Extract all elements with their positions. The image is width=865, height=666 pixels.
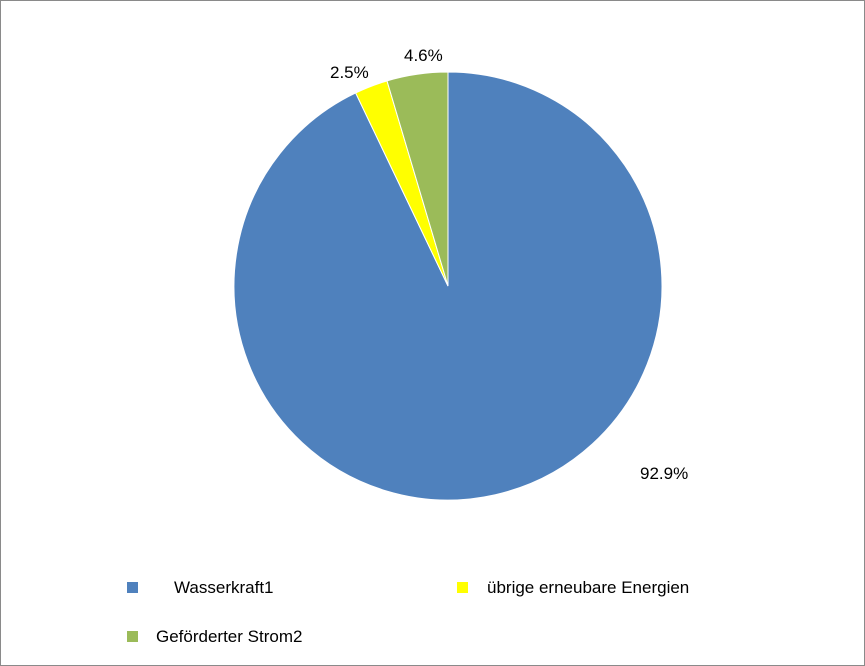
legend-label-gefoerderter: Geförderter Strom2 bbox=[156, 627, 303, 646]
legend-swatch-wasserkraft bbox=[127, 582, 138, 593]
legend-label-wasserkraft: Wasserkraft1 bbox=[174, 578, 274, 597]
legend-item-uebrige: übrige erneubare Energien bbox=[457, 579, 689, 596]
data-label-uebrige: 2.5% bbox=[330, 63, 369, 82]
data-label-wasserkraft: 92.9% bbox=[640, 464, 689, 483]
data-label-gefoerderter: 4.6% bbox=[404, 46, 443, 65]
pie-slice-gefoerderter bbox=[386, 71, 449, 287]
legend-swatch-gefoerderter bbox=[127, 631, 138, 642]
legend-swatch-uebrige bbox=[457, 582, 468, 593]
legend-label-uebrige: übrige erneubare Energien bbox=[487, 578, 690, 597]
legend-item-wasserkraft: Wasserkraft1 bbox=[127, 579, 274, 596]
pie-slice-wasserkraft bbox=[233, 71, 663, 501]
legend-item-gefoerderter: Geförderter Strom2 bbox=[127, 628, 302, 645]
